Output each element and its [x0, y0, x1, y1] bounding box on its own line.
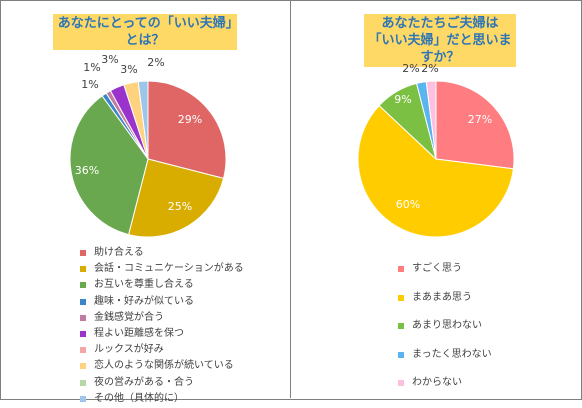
left-legend-label-6: 程よい距離感を保つ — [94, 327, 184, 339]
right-chart-title-line-2: 「いい夫婦」だと思いますか？ — [368, 33, 512, 65]
right-legend-item-4: まったく思わない — [398, 348, 492, 362]
left-legend-label-2: 会話・コミュニケーションがある — [94, 263, 244, 275]
left-pie-chart: 29%25%36%1%1%3%3%2% — [69, 53, 227, 238]
right-data-label-1: 27% — [468, 113, 492, 126]
left-legend-swatch-6 — [80, 330, 86, 337]
left-legend-swatch-4 — [80, 298, 86, 305]
left-chart-title: あなたにとっての「いい夫婦」とは？ — [53, 14, 237, 50]
left-data-label-2: 25% — [168, 200, 192, 213]
left-legend-item-3: お互いを尊重し合える — [80, 278, 244, 292]
left-legend-swatch-1 — [80, 250, 86, 256]
left-data-label-8: 3% — [120, 63, 137, 76]
right-legend-label-5: わからない — [412, 377, 462, 388]
right-legend-swatch-2 — [398, 294, 404, 301]
right-chart-panel: あなたたちご夫婦は 「いい夫婦」だと思いますか？ 27% 60% 9% 2% 2% すご… — [291, 0, 580, 398]
right-legend-item-2: まあまあ思う — [398, 291, 492, 305]
left-pie-slice-1 — [147, 80, 227, 180]
right-pie-slice-2 — [357, 104, 514, 238]
right-data-label-4: 2% — [402, 62, 419, 75]
left-data-label-1: 29% — [178, 113, 202, 126]
left-legend-label-3: お互いを尊重し合える — [94, 279, 194, 291]
left-legend-item-4: 趣味・好みが似ている — [80, 295, 244, 309]
left-legend-item-8: 恋人のような関係が続いている — [80, 359, 244, 373]
left-pie-slice-3 — [69, 95, 149, 236]
left-data-label-10: 2% — [147, 56, 164, 69]
left-legend-label-7: ルックスが好み — [94, 344, 164, 356]
left-legend-swatch-7 — [80, 347, 86, 354]
left-chart-panel: あなたにとっての「いい夫婦」とは？ 29% 25% 36% 1% 1% 3% 3% 2% 助け… — [0, 0, 290, 404]
right-legend-swatch-3 — [398, 323, 404, 329]
right-data-label-3: 9% — [394, 93, 411, 106]
left-legend-swatch-9 — [80, 379, 86, 386]
left-legend-item-5: 金銭感覚が合う — [80, 311, 244, 325]
left-pie-slice-2 — [127, 158, 225, 238]
left-legend-item-9: 夜の営みがある・合う — [80, 376, 244, 390]
left-legend-label-4: 趣味・好みが似ている — [94, 295, 194, 307]
left-legend-label-1: 助け合える — [94, 247, 144, 258]
left-chart-legend: 助け合える会話・コミュニケーションがある お互いを尊重し合える 趣味・好みが似ている… — [80, 246, 244, 408]
left-legend-item-10: その他（具体的に） — [80, 392, 244, 406]
right-pie-slice-1 — [435, 80, 515, 170]
left-legend-swatch-8 — [80, 363, 86, 370]
right-data-label-5: 2% — [421, 62, 438, 75]
left-data-label-3: 36% — [75, 164, 99, 177]
left-legend-swatch-3 — [80, 282, 86, 289]
right-chart-title: あなたたちご夫婦は 「いい夫婦」だと思いますか？ — [364, 14, 516, 67]
left-legend-item-6: 程よい距離感を保つ — [80, 327, 244, 341]
right-legend-swatch-1 — [398, 266, 404, 272]
left-legend-item-1: 助け合える — [80, 246, 244, 260]
left-legend-label-9: 夜の営みがある・合う — [94, 376, 194, 388]
left-legend-swatch-5 — [80, 314, 86, 321]
left-legend-item-2: 会話・コミュニケーションがある — [80, 262, 244, 276]
right-legend-item-5: わからない — [398, 376, 492, 390]
left-data-label-5: 1% — [83, 61, 100, 74]
right-chart-title-line-1: あなたたちご夫婦は — [381, 16, 499, 31]
right-legend-label-3: あまり思わない — [412, 320, 482, 331]
right-legend-label-4: まったく思わない — [412, 348, 492, 360]
right-data-label-2: 60% — [396, 198, 420, 211]
left-data-label-6: 3% — [101, 53, 118, 66]
panel-divider — [290, 0, 291, 398]
right-chart-legend: すごく思うまあまあ思う あまり思わない まったく思わない わからない — [398, 262, 492, 405]
left-legend-swatch-2 — [80, 266, 86, 273]
right-legend-label-2: まあまあ思う — [412, 291, 472, 303]
left-legend-label-8: 恋人のような関係が続いている — [94, 360, 234, 372]
right-legend-swatch-5 — [398, 380, 404, 386]
right-pie-slice-5 — [425, 80, 437, 160]
right-legend-item-1: すごく思う — [398, 262, 492, 276]
right-legend-label-1: すごく思う — [412, 263, 462, 274]
right-legend-swatch-4 — [398, 351, 404, 358]
right-pie-chart: 27% 60% 9% 2% 2% — [357, 62, 515, 238]
left-pie-slice-10 — [137, 80, 149, 160]
right-legend-item-3: あまり思わない — [398, 319, 492, 333]
left-legend-item-7: ルックスが好み — [80, 343, 244, 357]
left-data-label-4: 1% — [81, 78, 98, 91]
left-legend-label-10: その他（具体的に） — [94, 392, 184, 404]
left-legend-label-5: 金銭感覚が合う — [94, 311, 164, 323]
left-legend-swatch-10 — [80, 395, 86, 402]
